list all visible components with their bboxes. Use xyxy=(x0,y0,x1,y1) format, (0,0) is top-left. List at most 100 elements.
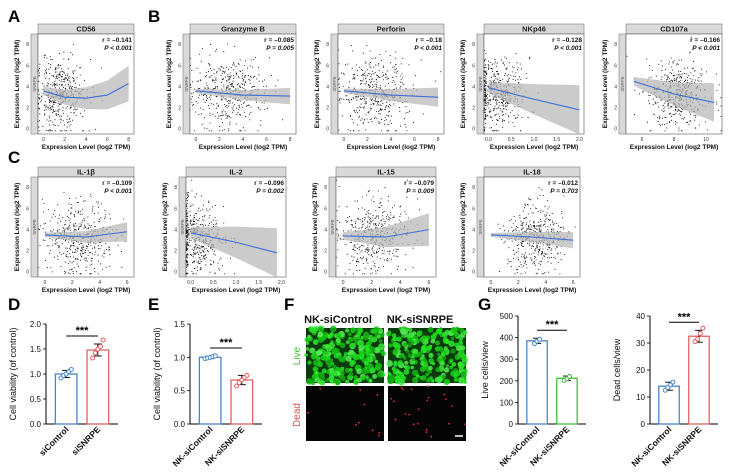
scatter-point xyxy=(195,243,197,245)
micro-cell xyxy=(345,340,350,345)
scatter-point xyxy=(192,103,195,106)
scatter-point xyxy=(486,114,488,116)
scatter-point xyxy=(59,245,61,247)
scatter-point xyxy=(497,78,499,80)
scatter-point xyxy=(222,71,224,73)
scatter-point xyxy=(54,80,56,82)
scatter-point xyxy=(658,115,661,117)
scatter-point xyxy=(193,252,195,254)
scatter-point xyxy=(498,113,500,115)
scatter-point xyxy=(362,245,364,247)
scatter-point xyxy=(664,68,667,70)
scatter-point xyxy=(191,270,193,273)
scatter-point xyxy=(524,203,526,205)
scatter-point xyxy=(495,99,497,101)
scatter-point xyxy=(371,73,373,75)
scatter-point xyxy=(405,126,407,128)
micro-cell xyxy=(441,374,446,379)
scatter-point xyxy=(73,252,76,254)
scatter-point xyxy=(207,225,209,227)
scatter-point xyxy=(196,261,198,263)
scatter-point xyxy=(404,211,406,213)
scatter-point xyxy=(375,101,377,103)
scatter-point xyxy=(360,80,362,82)
scatter-point xyxy=(484,89,486,91)
scatter-point xyxy=(69,117,71,120)
scatter-point xyxy=(72,77,74,79)
scatter-point xyxy=(49,99,51,101)
scatter-point xyxy=(373,85,375,87)
scatter-point xyxy=(563,228,565,230)
scatter-point xyxy=(186,200,189,202)
scatter-point xyxy=(75,114,77,116)
scatter-ytick: 8 xyxy=(178,42,181,48)
scatter-point xyxy=(253,58,255,61)
scatter-trend-line xyxy=(190,232,278,254)
micro-cell xyxy=(365,348,372,356)
scatter-point xyxy=(655,75,657,77)
scatter-point xyxy=(191,81,193,83)
scatter-point xyxy=(41,198,43,200)
scatter-point xyxy=(87,250,89,252)
scatter-point xyxy=(65,247,67,249)
scatter-point xyxy=(675,64,677,66)
scatter-point xyxy=(672,62,674,64)
scatter-point xyxy=(485,81,487,83)
scatter-point xyxy=(44,222,47,224)
scatter-point xyxy=(372,98,374,100)
scatter-point xyxy=(701,73,703,75)
scatter-point xyxy=(66,253,68,255)
scatter-point xyxy=(349,115,351,117)
micro-cell xyxy=(427,326,434,333)
scatter-point xyxy=(357,107,359,109)
scatter-point xyxy=(208,200,210,202)
scatter-point xyxy=(75,109,77,111)
micro-image-dead xyxy=(306,386,384,441)
scatter-point xyxy=(224,76,226,78)
scatter-xtick: 8 xyxy=(437,137,440,143)
scatter-point xyxy=(393,216,395,218)
scatter-point xyxy=(484,64,486,66)
scatter-point xyxy=(490,81,492,83)
scatter-point xyxy=(63,71,65,73)
scatter-point xyxy=(192,204,194,206)
scatter-point xyxy=(211,221,213,223)
micro-cell xyxy=(454,370,460,377)
micro-image-bg xyxy=(306,386,384,441)
scatter-point xyxy=(678,130,680,132)
scatter-point xyxy=(407,111,409,114)
scatter-point xyxy=(363,106,365,108)
scatter-point xyxy=(74,258,76,260)
scatter-point xyxy=(345,64,347,66)
micro-cell xyxy=(372,374,378,379)
scatter-point xyxy=(544,223,546,225)
scatter-point xyxy=(366,211,368,213)
scatter-point xyxy=(83,200,85,202)
scatter-point xyxy=(367,250,370,252)
micro-cell xyxy=(450,326,458,334)
scatter-point xyxy=(523,255,525,257)
scatter-point xyxy=(547,261,549,263)
scatter-point xyxy=(234,45,236,47)
scatter-point xyxy=(338,86,340,89)
scatter-point xyxy=(106,249,108,251)
scatter-point xyxy=(487,97,489,99)
scatter-point xyxy=(367,69,369,71)
scatter-ylabel: Expression Level (log2 TPM) xyxy=(312,183,319,272)
scatter-point xyxy=(80,242,82,244)
scatter-title: CD107a xyxy=(660,25,688,34)
scatter-point xyxy=(535,225,538,227)
scatter-point xyxy=(503,104,505,106)
micro-cell xyxy=(373,326,380,333)
scatter-point xyxy=(51,75,53,77)
scatter-point xyxy=(537,252,539,254)
scatter-xtick: 2.0 xyxy=(278,280,285,286)
scatter-point xyxy=(533,255,535,258)
scatter-point xyxy=(185,235,187,237)
micro-cell xyxy=(345,355,352,362)
scatter-point xyxy=(192,262,194,264)
scatter-point xyxy=(237,76,240,78)
scatter-point xyxy=(70,269,72,271)
scatter-ytick: 6 xyxy=(614,63,617,69)
scatter-point xyxy=(214,81,216,84)
